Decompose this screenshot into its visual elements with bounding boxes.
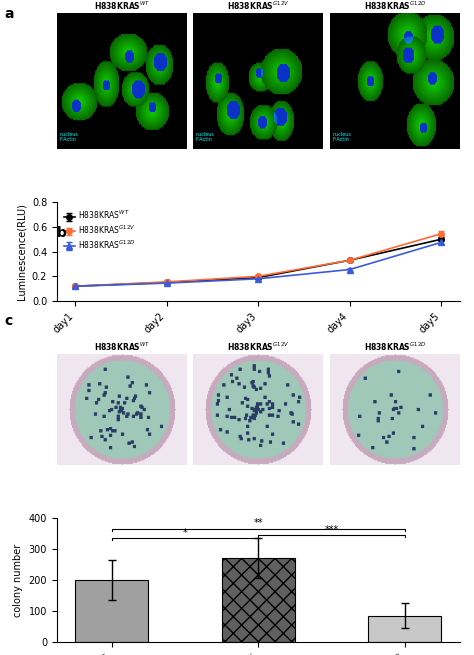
Y-axis label: colony number: colony number: [13, 544, 23, 616]
Text: **: **: [254, 518, 263, 529]
Legend: H838KRAS$^{WT}$, H838KRAS$^{G12V}$, H838KRAS$^{G12D}$: H838KRAS$^{WT}$, H838KRAS$^{G12V}$, H838…: [61, 206, 139, 253]
Text: ***: ***: [325, 525, 339, 534]
Title: H838KRAS$^{G12D}$: H838KRAS$^{G12D}$: [364, 0, 426, 12]
Text: a: a: [5, 7, 14, 20]
Text: *: *: [182, 528, 187, 538]
Text: c: c: [5, 314, 13, 328]
Text: nucleus
F-Actin: nucleus F-Actin: [196, 132, 215, 142]
Title: H838KRAS$^{G12D}$: H838KRAS$^{G12D}$: [364, 341, 426, 353]
Y-axis label: Luminescence(RLU): Luminescence(RLU): [16, 203, 26, 300]
Bar: [368, 616, 441, 642]
Text: nucleus
F-Actin: nucleus F-Actin: [332, 132, 351, 142]
Text: b: b: [57, 226, 67, 240]
Bar: [222, 559, 295, 642]
Title: H838KRAS$^{WT}$: H838KRAS$^{WT}$: [94, 0, 150, 12]
Title: H838KRAS$^{G12V}$: H838KRAS$^{G12V}$: [227, 0, 290, 12]
Title: H838KRAS$^{WT}$: H838KRAS$^{WT}$: [94, 341, 150, 353]
Text: nucleus
F-Actin: nucleus F-Actin: [59, 132, 78, 142]
Bar: [75, 580, 148, 642]
Title: H838KRAS$^{G12V}$: H838KRAS$^{G12V}$: [227, 341, 290, 353]
